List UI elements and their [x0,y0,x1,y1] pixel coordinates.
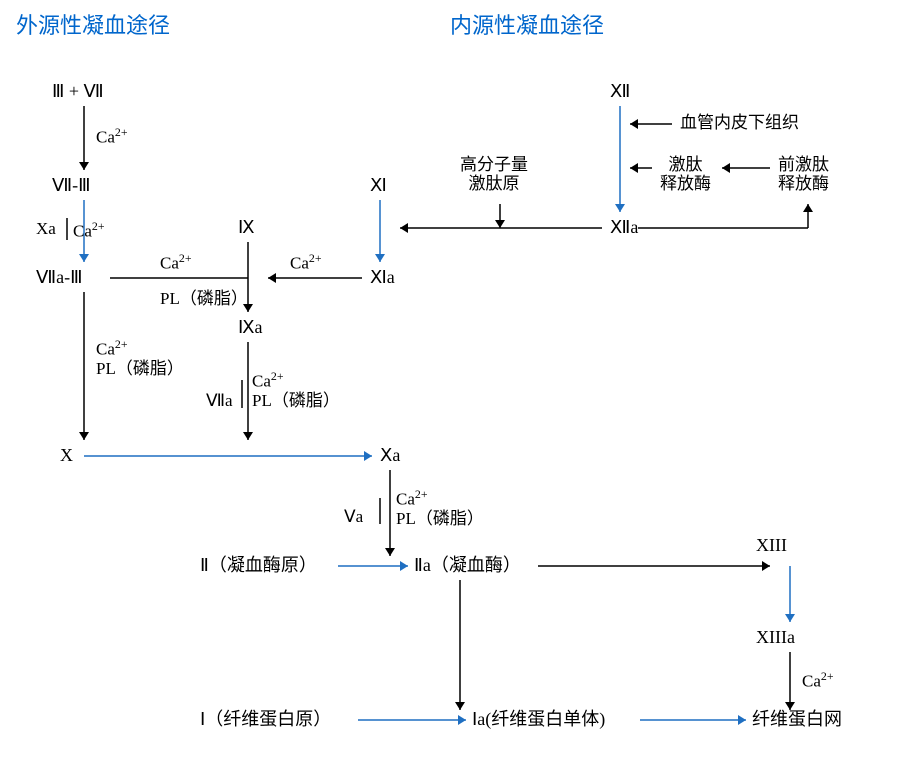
node-i: Ⅰ（纤维蛋白原） [200,710,331,730]
label-ca-6: Ca2+ [396,488,428,509]
title-intrinsic: 内源性凝血途径 [450,14,604,38]
label-xa-cofactor: Xa [36,220,56,239]
node-vii-iii: Ⅶ-Ⅲ [52,176,91,196]
label-pl-2: PL（磷脂） [160,290,248,309]
node-xii: Ⅻ [610,82,630,102]
label-pl-1: PL（磷脂） [96,360,184,379]
node-ia: Ⅰa(纤维蛋白单体) [472,710,605,730]
node-iia: Ⅱa（凝血酶） [414,556,521,576]
node-xiia: Ⅻa [610,218,638,238]
node-viia-iii: Ⅶa-Ⅲ [36,268,83,288]
node-fibrin-net: 纤维蛋白网 [752,710,842,730]
label-ca-1: Ca2+ [96,126,128,147]
label-ca-2: Ca2+ [96,338,128,359]
node-x: X [60,446,73,466]
node-ii: Ⅱ（凝血酶原） [200,556,317,576]
label-kallikrein: 激肽释放酶 [660,156,711,193]
label-ca-5: Ca2+ [290,252,322,273]
node-xiiia: XIIIa [756,628,795,648]
label-ca-3: Ca2+ [160,252,192,273]
label-pl-3: PL（磷脂） [252,392,340,411]
label-prekallikrein: 前激肽释放酶 [778,156,829,193]
label-ca-7: Ca2+ [802,670,834,691]
label-va: Ⅴa [344,508,363,527]
label-hmwk: 高分子量激肽原 [460,156,528,193]
node-xa: Ⅹa [380,446,400,466]
title-extrinsic: 外源性凝血途径 [16,14,170,38]
label-ca-xa: Ca2+ [73,220,105,241]
node-xiii: XIII [756,536,787,556]
node-ixa: Ⅸa [238,318,263,338]
node-ix: Ⅸ [238,218,255,238]
label-subendothelial: 血管内皮下组织 [680,114,799,133]
label-viia: Ⅶa [206,392,233,411]
node-xi: Ⅺ [370,176,387,196]
node-xia: Ⅺa [370,268,395,288]
label-ca-4: Ca2+ [252,370,284,391]
node-iii-vii: Ⅲ + Ⅶ [52,82,104,102]
label-pl-4: PL（磷脂） [396,510,484,529]
